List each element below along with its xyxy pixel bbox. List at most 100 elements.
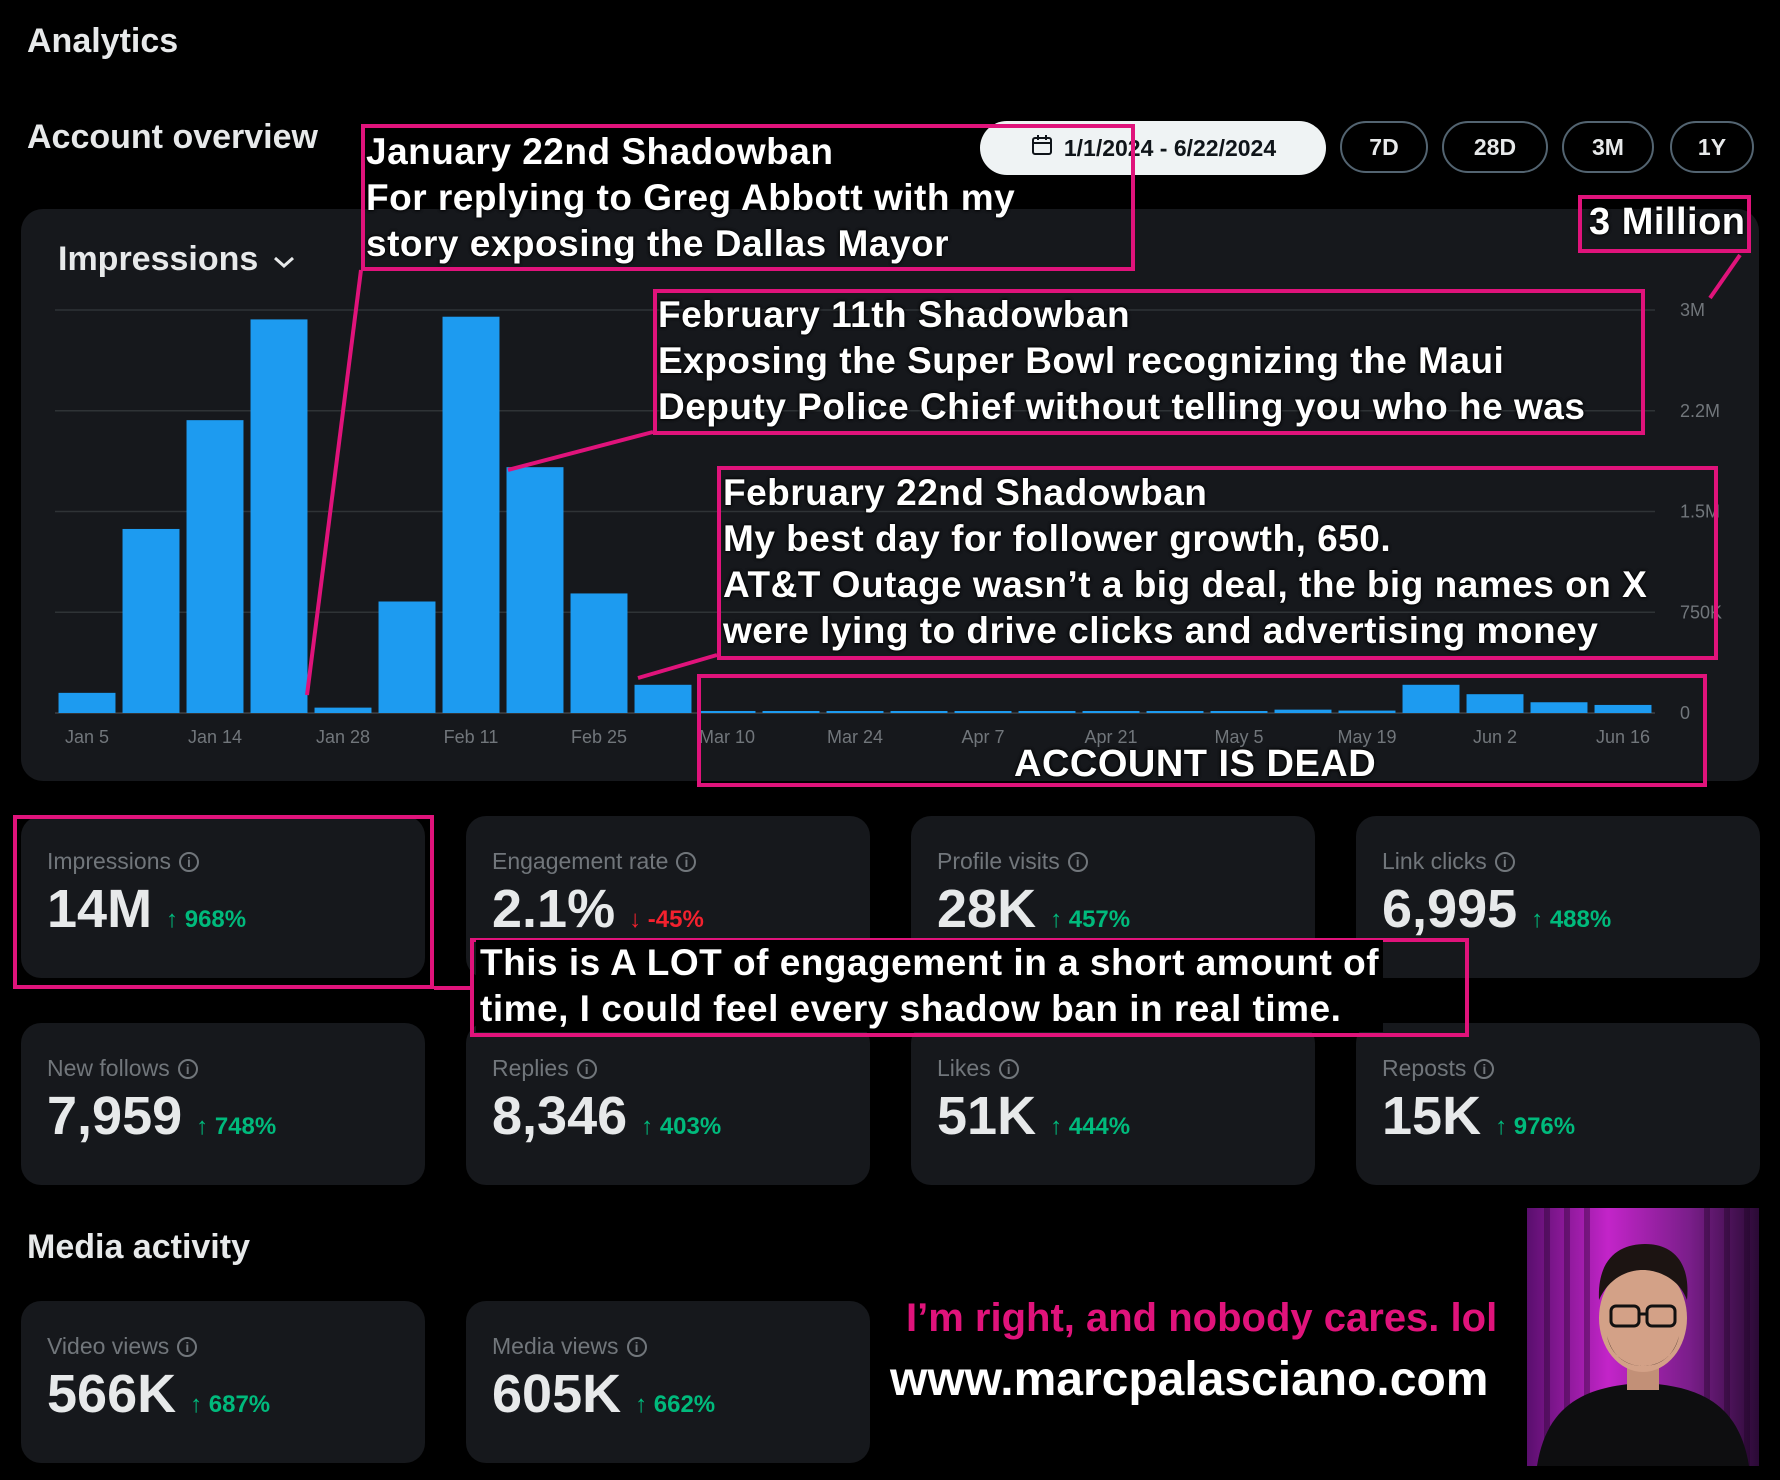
x-tick-label: May 19 xyxy=(1337,727,1396,747)
info-icon[interactable]: i xyxy=(178,851,199,872)
impressions-bar xyxy=(1082,711,1140,713)
tagline-text: I’m right, and nobody cares. lol xyxy=(906,1296,1498,1340)
replies-card: Replies i 8,346 ↑ 403% xyxy=(466,1023,870,1185)
person-icon xyxy=(1537,1208,1750,1466)
impressions-bar xyxy=(1018,711,1076,713)
impressions-bar xyxy=(1210,711,1268,713)
video-views-card: Video views i 566K ↑ 687% xyxy=(21,1301,425,1463)
card-value: 566K xyxy=(47,1364,177,1424)
media-views-card: Media views i 605K ↑ 662% xyxy=(466,1301,870,1463)
card-delta: ↑ 748% xyxy=(196,1113,276,1141)
card-label: Impressions xyxy=(47,848,171,874)
impressions-bar xyxy=(58,692,116,713)
card-delta: ↑ 976% xyxy=(1495,1113,1575,1141)
card-delta: ↑ 488% xyxy=(1531,906,1611,934)
card-label: Video views xyxy=(47,1333,170,1359)
annotation-connectors xyxy=(305,253,1742,990)
impressions-bar xyxy=(378,601,436,713)
impressions-bar xyxy=(1530,702,1588,713)
card-delta: ↑ 403% xyxy=(641,1113,721,1141)
card-label: Likes xyxy=(937,1055,991,1081)
y-tick-label: 3M xyxy=(1680,300,1705,320)
range-7d-button[interactable]: 7D xyxy=(1340,121,1428,173)
card-label: Link clicks xyxy=(1382,848,1487,874)
impressions-bar xyxy=(1402,684,1460,713)
website-link[interactable]: www.marcpalasciano.com xyxy=(890,1353,1489,1406)
card-value-row: 6,995 ↑ 488% xyxy=(1382,878,1611,940)
y-tick-label: 0 xyxy=(1680,703,1690,723)
range-1y-button[interactable]: 1Y xyxy=(1670,121,1754,173)
delta-arrow-icon: ↓ xyxy=(629,906,642,933)
metric-selector[interactable]: Impressions xyxy=(58,240,296,279)
card-title: New follows i xyxy=(47,1055,198,1082)
card-value-row: 2.1% ↓ -45% xyxy=(492,878,704,940)
impressions-bar xyxy=(250,319,308,713)
impressions-bar xyxy=(1594,704,1652,713)
impressions-bar xyxy=(570,593,628,713)
card-delta-value: 403% xyxy=(659,1113,722,1140)
x-tick-label: Jun 2 xyxy=(1473,727,1517,747)
delta-arrow-icon: ↑ xyxy=(1531,906,1544,933)
info-icon[interactable]: i xyxy=(1494,851,1515,872)
card-title: Likes i xyxy=(937,1055,1019,1082)
card-delta-value: 976% xyxy=(1513,1113,1576,1140)
card-title: Impressions i xyxy=(47,848,199,875)
info-icon[interactable]: i xyxy=(676,851,697,872)
card-label: Profile visits xyxy=(937,848,1060,874)
impressions-bar xyxy=(954,711,1012,713)
info-icon[interactable]: i xyxy=(1474,1058,1495,1079)
card-value: 28K xyxy=(937,879,1037,939)
delta-arrow-icon: ↑ xyxy=(166,906,179,933)
chevron-down-icon xyxy=(272,240,296,279)
card-delta: ↑ 457% xyxy=(1050,906,1130,934)
info-icon[interactable]: i xyxy=(177,1058,198,1079)
impressions-bar xyxy=(634,684,692,713)
annotation-impressions-box xyxy=(13,815,434,989)
card-label: Media views xyxy=(492,1333,619,1359)
page-title: Analytics xyxy=(27,22,179,60)
connector-3m xyxy=(1708,253,1742,300)
impressions-chart-card xyxy=(21,209,1759,781)
impressions-bar xyxy=(186,420,244,713)
impressions-bar xyxy=(1274,709,1332,713)
info-icon[interactable]: i xyxy=(626,1336,647,1357)
card-delta-value: 748% xyxy=(214,1113,277,1140)
card-title: Reposts i xyxy=(1382,1055,1495,1082)
card-title: Video views i xyxy=(47,1333,198,1360)
card-title: Link clicks i xyxy=(1382,848,1515,875)
x-tick-label: Feb 25 xyxy=(571,727,627,747)
card-label: Engagement rate xyxy=(492,848,669,874)
annotation-feb11-text: February 11th Shadowban Exposing the Supe… xyxy=(658,294,1586,427)
y-tick-label: 2.2M xyxy=(1680,401,1720,421)
x-tick-label: Apr 7 xyxy=(961,727,1004,747)
card-delta: ↑ 687% xyxy=(190,1391,270,1419)
impressions-bar xyxy=(826,711,884,713)
webcam-portrait xyxy=(1527,1208,1759,1466)
card-label: Replies xyxy=(492,1055,569,1081)
y-tick-label: 750K xyxy=(1680,602,1722,622)
impressions-bar xyxy=(698,710,756,713)
info-icon[interactable]: i xyxy=(1067,851,1088,872)
card-value-row: 15K ↑ 976% xyxy=(1382,1085,1575,1147)
card-delta-value: 687% xyxy=(208,1391,271,1418)
annotation-engagement-text: This is A LOT of engagement in a short a… xyxy=(476,940,1384,1032)
card-label: Reposts xyxy=(1382,1055,1467,1081)
card-value: 8,346 xyxy=(492,1086,628,1146)
date-range-picker[interactable]: 1/1/2024 - 6/22/2024 xyxy=(980,121,1326,175)
connector-feb22 xyxy=(637,653,718,680)
reposts-card: Reposts i 15K ↑ 976% xyxy=(1356,1023,1760,1185)
info-icon[interactable]: i xyxy=(177,1336,198,1357)
annotation-3m-text: 3 Million xyxy=(1589,201,1746,243)
range-3m-button[interactable]: 3M xyxy=(1562,121,1654,173)
range-28d-button[interactable]: 28D xyxy=(1442,121,1548,173)
info-icon[interactable]: i xyxy=(576,1058,597,1079)
date-range-label: 1/1/2024 - 6/22/2024 xyxy=(1063,134,1277,161)
impressions-bar xyxy=(314,707,372,713)
annotation-feb22-text: February 22nd Shadowban My best day for f… xyxy=(723,472,1648,651)
card-delta: ↑ 968% xyxy=(166,906,246,934)
card-value: 2.1% xyxy=(492,879,616,939)
card-value: 7,959 xyxy=(47,1086,183,1146)
card-delta-value: 457% xyxy=(1068,906,1131,933)
info-icon[interactable]: i xyxy=(998,1058,1019,1079)
x-tick-label: Jan 5 xyxy=(65,727,109,747)
